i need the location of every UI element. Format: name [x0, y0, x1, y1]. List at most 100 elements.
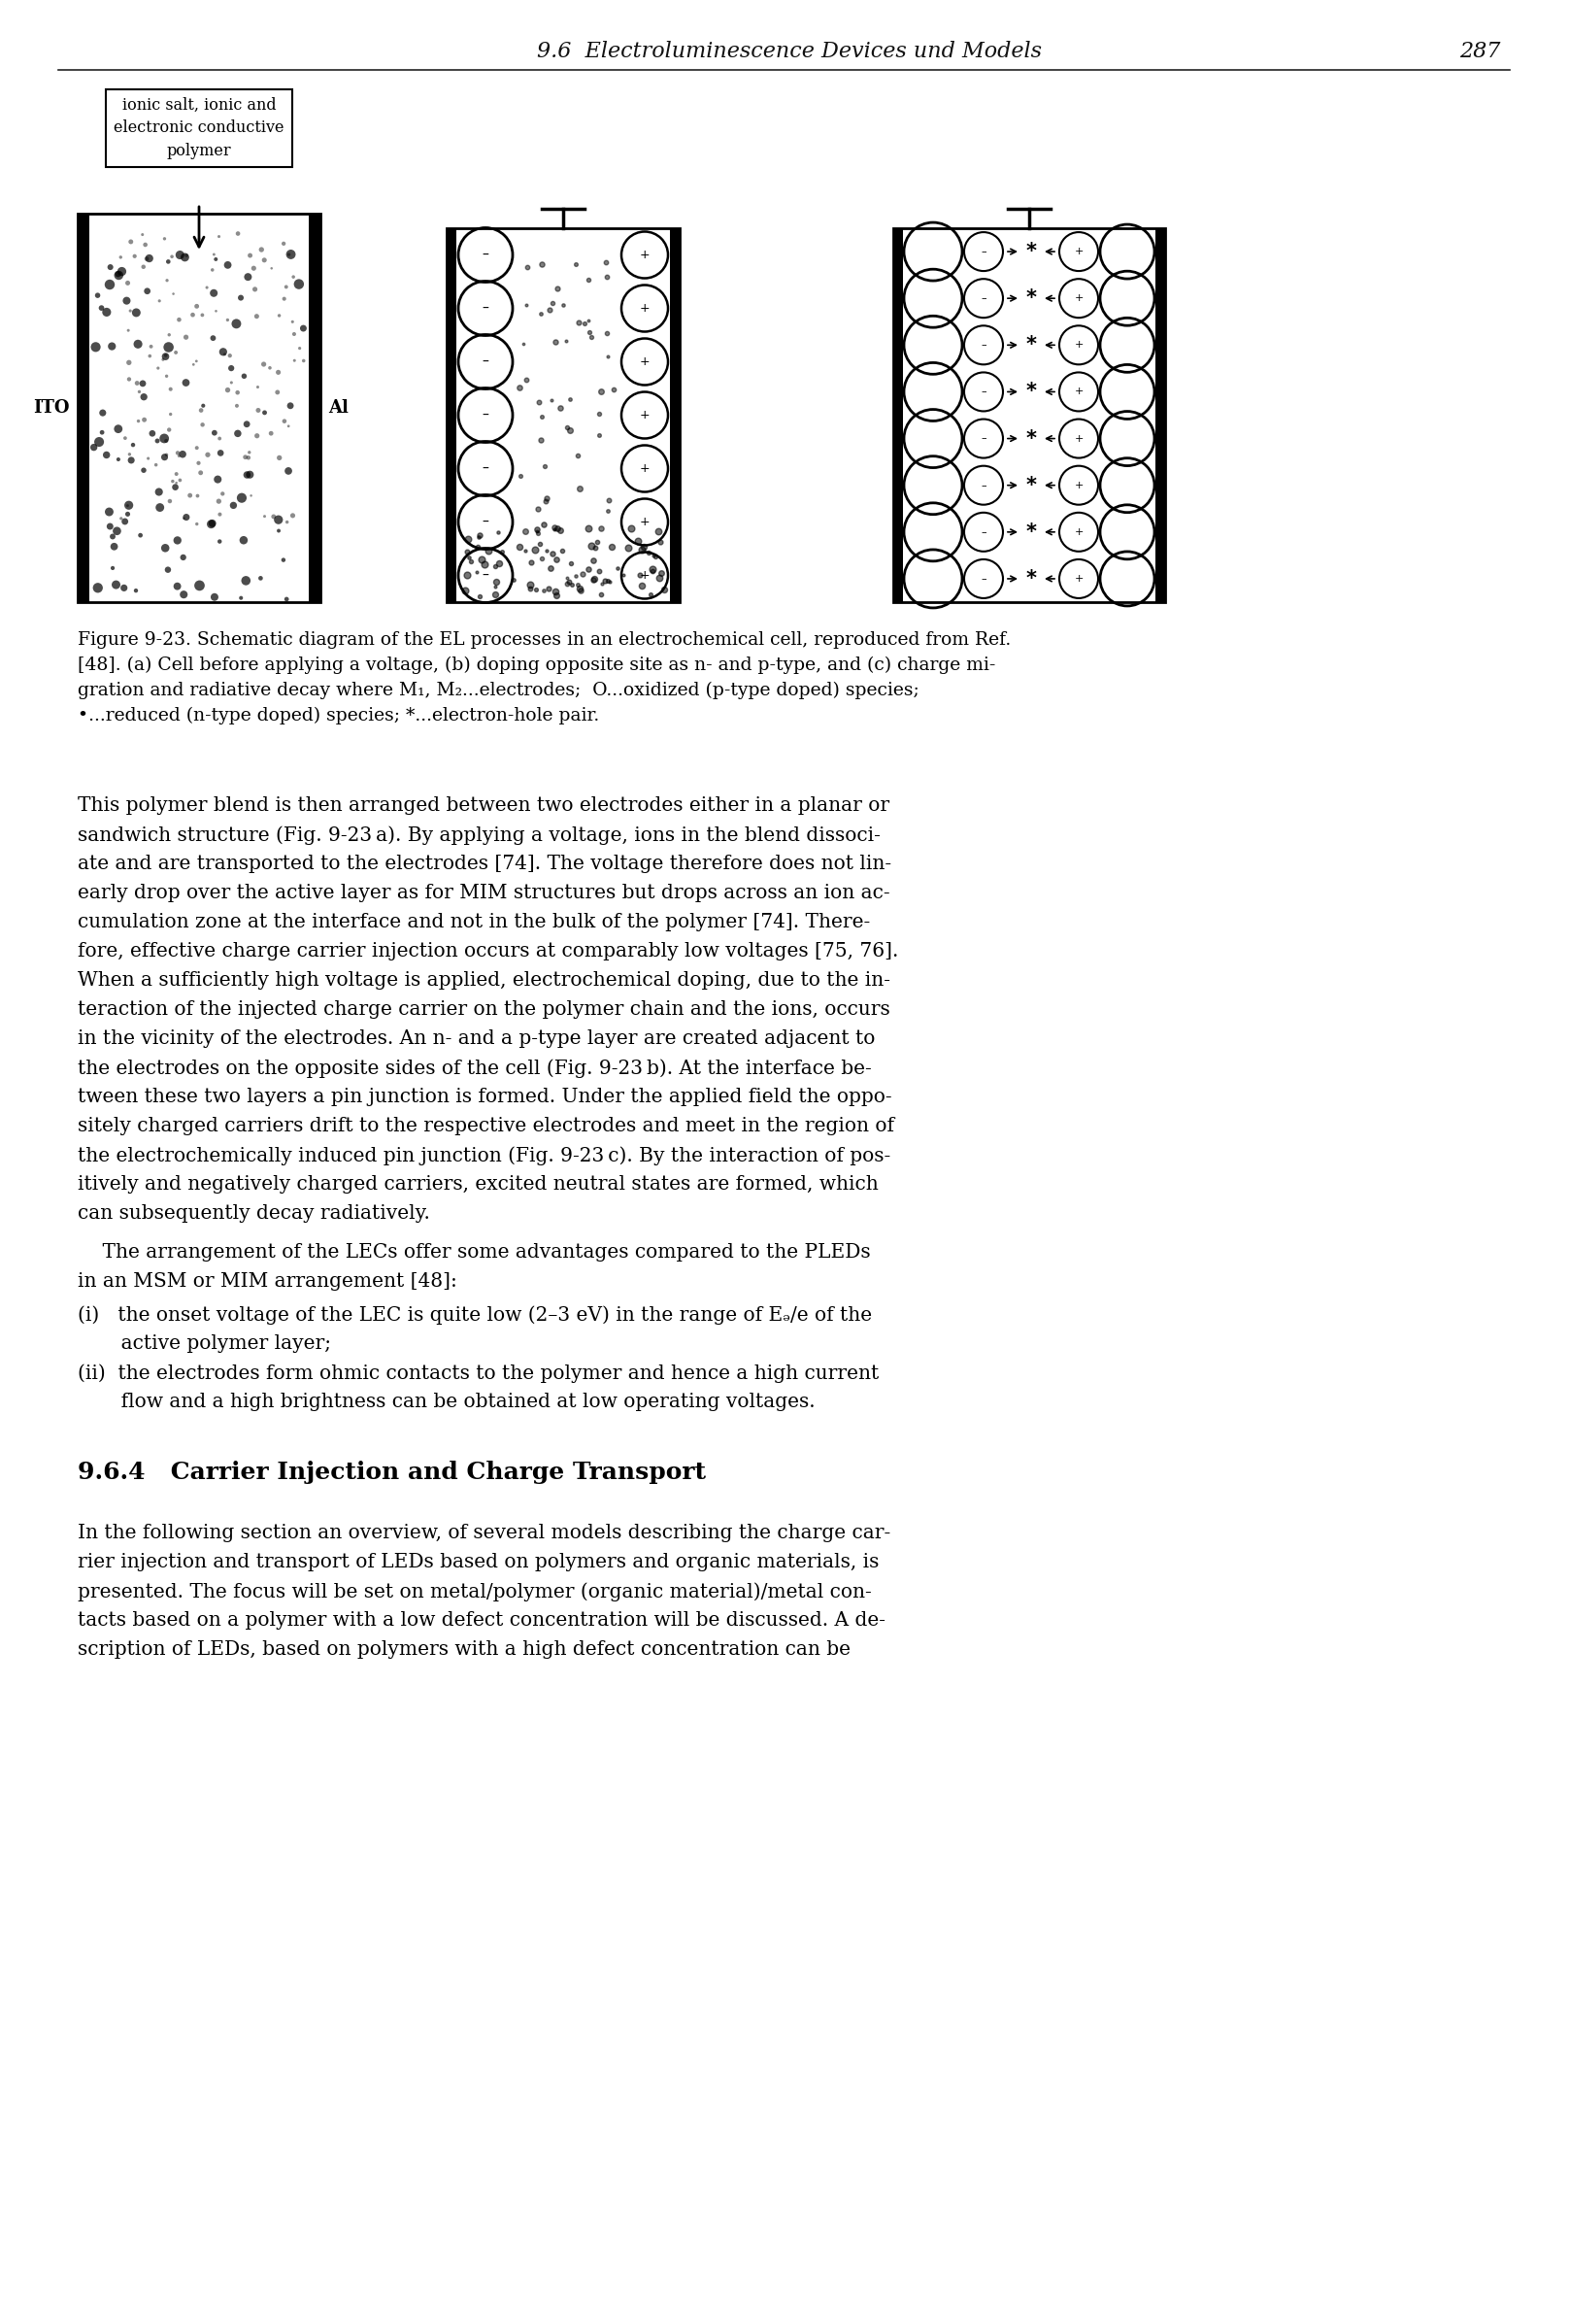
Point [283, 342, 308, 379]
Point [234, 562, 259, 600]
Point [188, 453, 214, 490]
Point [157, 316, 182, 353]
Point [138, 328, 163, 365]
Point [276, 453, 301, 490]
Point [206, 483, 231, 521]
Text: 287: 287 [1459, 42, 1499, 63]
Point [484, 562, 509, 600]
Text: –: – [482, 302, 488, 316]
Point [253, 497, 278, 535]
Point [89, 395, 115, 432]
Point [565, 437, 590, 474]
Text: flow and a high brightness can be obtained at low operating voltages.: flow and a high brightness can be obtain… [77, 1392, 815, 1411]
Point [203, 242, 228, 279]
Text: –: – [482, 569, 488, 583]
Point [184, 288, 209, 325]
Point [554, 409, 579, 446]
Point [157, 483, 182, 521]
Point [567, 469, 592, 507]
Point [589, 509, 614, 546]
Point [251, 242, 276, 279]
Point [261, 497, 286, 535]
Point [130, 249, 155, 286]
Text: [48]. (a) Cell before applying a voltage, (b) doping opposite site as n- and p-t: [48]. (a) Cell before applying a voltage… [77, 655, 995, 674]
Point [132, 402, 157, 439]
Text: early drop over the active layer as for MIM structures but drops across an ion a: early drop over the active layer as for … [77, 883, 890, 902]
Point [275, 504, 300, 541]
Point [152, 337, 177, 374]
Point [253, 395, 278, 432]
Point [586, 416, 611, 453]
Point [217, 337, 242, 374]
Point [564, 246, 589, 284]
Point [487, 544, 512, 581]
Point [245, 370, 270, 407]
Point [155, 244, 181, 281]
Point [152, 221, 177, 258]
Point [581, 560, 606, 597]
Text: rier injection and transport of LEDs based on polymers and organic materials, is: rier injection and transport of LEDs bas… [77, 1552, 879, 1571]
Point [581, 541, 606, 579]
Point [116, 486, 141, 523]
Point [195, 437, 220, 474]
Text: +: + [639, 516, 650, 528]
Point [116, 360, 141, 397]
Point [148, 488, 173, 525]
Text: This polymer blend is then arranged between two electrodes either in a planar or: This polymer blend is then arranged betw… [77, 797, 890, 816]
Point [507, 458, 532, 495]
Point [545, 509, 570, 546]
Point [104, 567, 129, 604]
Point [111, 569, 137, 607]
Point [85, 277, 110, 314]
Point [126, 325, 151, 363]
Point [181, 295, 206, 332]
Point [595, 258, 620, 295]
Text: in an MSM or MIM arrangement [48]:: in an MSM or MIM arrangement [48]: [77, 1271, 457, 1290]
Point [570, 555, 595, 593]
Point [86, 423, 111, 460]
Text: –: – [981, 574, 986, 583]
Point [526, 516, 551, 553]
Point [184, 504, 209, 541]
Point [159, 395, 184, 432]
Point [228, 279, 253, 316]
Point [507, 370, 532, 407]
Point [137, 337, 162, 374]
Point [225, 388, 250, 425]
Point [551, 286, 576, 323]
Text: (ii)  the electrodes form ohmic contacts to the polymer and hence a high current: (ii) the electrodes form ohmic contacts … [77, 1364, 879, 1383]
Point [132, 451, 157, 488]
Text: scription of LEDs, based on polymers with a high defect concentration can be: scription of LEDs, based on polymers wit… [77, 1641, 851, 1659]
Point [554, 560, 579, 597]
Text: The arrangement of the LECs offer some advantages compared to the PLEDs: The arrangement of the LECs offer some a… [77, 1243, 870, 1262]
Point [170, 435, 195, 472]
Text: –: – [981, 388, 986, 397]
Point [454, 558, 479, 595]
Point [171, 500, 196, 537]
Point [576, 314, 601, 351]
Point [143, 446, 168, 483]
Point [265, 353, 290, 390]
Point [85, 569, 110, 607]
Text: –: – [482, 409, 488, 423]
Point [281, 316, 306, 353]
Point [589, 576, 614, 614]
Point [524, 511, 550, 548]
Point [104, 511, 129, 548]
Point [490, 532, 515, 569]
Point [455, 521, 480, 558]
Point [652, 572, 677, 609]
Point [595, 314, 620, 351]
Point [105, 411, 130, 449]
Point [239, 476, 264, 514]
Point [531, 572, 556, 609]
Point [184, 430, 209, 467]
Point [110, 253, 135, 290]
Point [168, 462, 193, 500]
Point [275, 581, 300, 618]
Point [469, 541, 495, 579]
Text: –: – [981, 246, 986, 256]
Point [115, 488, 140, 525]
Point [593, 244, 619, 281]
Point [278, 388, 303, 425]
